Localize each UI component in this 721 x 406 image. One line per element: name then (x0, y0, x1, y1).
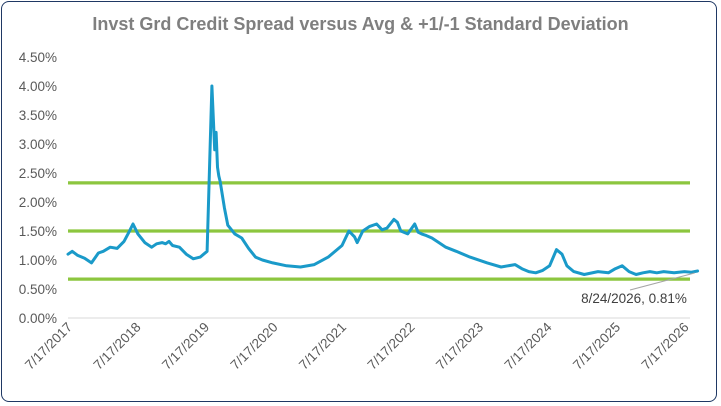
y-tick-label: 2.50% (19, 166, 57, 181)
y-tick-label: 3.00% (19, 137, 57, 152)
x-axis: 7/17/2017 7/17/2018 7/17/2019 7/17/2020 7/17… (22, 319, 692, 372)
y-tick-label: 0.00% (19, 311, 57, 326)
x-tick-label: 7/17/2026 (639, 320, 692, 373)
x-tick-label: 7/17/2019 (159, 320, 212, 373)
y-axis: 0.00% 0.50% 1.00% 1.50% 2.00% 2.50% 3.00% 3.50%… (19, 50, 57, 326)
y-tick-label: 4.00% (19, 79, 57, 94)
annotation-leader (629, 272, 695, 291)
y-tick-label: 1.50% (19, 224, 57, 239)
x-tick-label: 7/17/2017 (22, 320, 75, 373)
y-tick-label: 3.50% (19, 108, 57, 123)
x-tick-label: 7/17/2025 (570, 320, 623, 373)
x-tick-label: 7/17/2018 (91, 320, 144, 373)
x-tick-label: 7/17/2022 (365, 320, 418, 373)
x-tick-label: 7/17/2023 (433, 320, 486, 373)
y-tick-label: 2.00% (19, 195, 57, 210)
x-tick-label: 7/17/2021 (296, 320, 349, 373)
annotation-label: 8/24/2026, 0.81% (581, 291, 687, 306)
y-tick-label: 4.50% (19, 50, 57, 65)
y-tick-label: 0.50% (19, 282, 57, 297)
x-tick-label: 7/17/2024 (502, 319, 555, 372)
series-line (66, 84, 700, 276)
y-tick-label: 1.00% (19, 253, 57, 268)
chart-title: Invst Grd Credit Spread versus Avg & +1/… (92, 14, 629, 34)
plot-area: 8/24/2026, 0.81% (66, 84, 700, 319)
x-tick-label: 7/17/2020 (228, 320, 281, 373)
